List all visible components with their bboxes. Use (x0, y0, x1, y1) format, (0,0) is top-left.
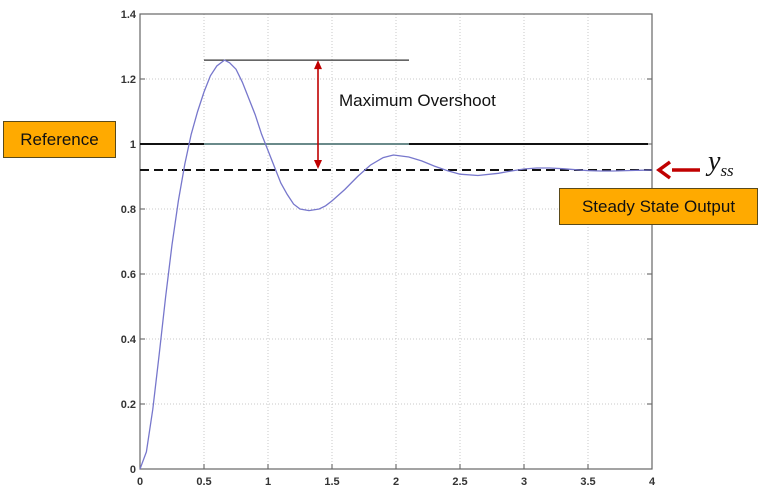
x-tick-label: 0.5 (196, 476, 211, 488)
plot-frame (139, 13, 653, 470)
y-tick-label: 0.6 (121, 269, 136, 281)
y-tick-label: 0 (130, 464, 136, 476)
y-tick-label: 1 (130, 139, 136, 151)
x-tick-label: 2.5 (452, 476, 467, 488)
yss-label: yss (708, 146, 734, 181)
y-tick-label: 0.2 (121, 399, 136, 411)
axes (139, 13, 653, 470)
x-tick-label: 1.5 (324, 476, 339, 488)
x-tick-label: 3.5 (580, 476, 595, 488)
yss-arrow-head (656, 160, 672, 180)
x-tick-label: 0 (137, 476, 143, 488)
yss-main: y (708, 146, 721, 177)
x-tick-label: 4 (649, 476, 656, 488)
annotation-arrows (314, 60, 700, 180)
x-tick-label: 2 (393, 476, 399, 488)
y-tick-label: 0.4 (121, 334, 137, 346)
reference-label: Reference (3, 121, 116, 158)
yss-sub: ss (720, 161, 734, 180)
response-curve (139, 59, 653, 470)
steady-state-label: Steady State Output (559, 188, 758, 225)
reference-lines (140, 59, 652, 171)
overshoot-arrow-head-up (314, 60, 322, 70)
y-tick-label: 0.8 (121, 204, 136, 216)
overshoot-arrow-head-down (314, 160, 322, 169)
max-overshoot-label: Maximum Overshoot (339, 91, 496, 110)
grid-lines (140, 14, 652, 469)
y-tick-label: 1.4 (121, 9, 137, 21)
tick-labels: 0 0.5 1 1.5 2 2.5 3 3.5 4 0 0.2 0.4 0.6 0.8 1 1.2 1.4 (121, 9, 656, 488)
y-tick-label: 1.2 (121, 74, 136, 86)
x-tick-label: 1 (265, 476, 271, 488)
x-tick-label: 3 (521, 476, 527, 488)
